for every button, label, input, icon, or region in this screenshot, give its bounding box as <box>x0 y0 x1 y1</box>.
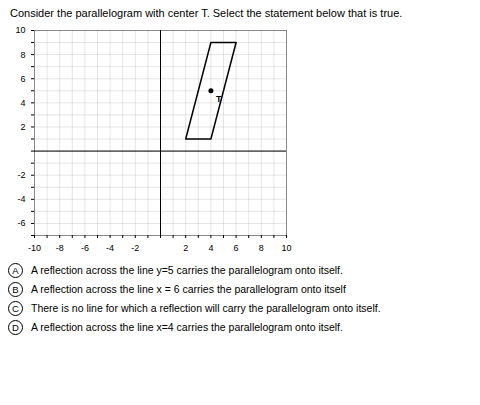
svg-text:-6: -6 <box>81 243 89 253</box>
html-text:D: D <box>12 321 19 333</box>
svg-text:2: 2 <box>20 122 25 132</box>
svg-text:10: 10 <box>281 243 291 253</box>
html-text:A reflection across the line x: A reflection across the line x = 6 carri… <box>31 283 346 296</box>
svg-text:10: 10 <box>15 26 25 36</box>
html-text:A: A <box>12 264 19 276</box>
svg-text:8: 8 <box>259 243 264 253</box>
svg-text:-4: -4 <box>106 243 114 253</box>
svg-text:4: 4 <box>208 243 213 253</box>
html-text:Consider the parallelogram wit: Consider the parallelogram with center T… <box>10 7 403 19</box>
svg-text:-2: -2 <box>131 243 139 253</box>
svg-text:6: 6 <box>20 74 25 84</box>
svg-text:-8: -8 <box>56 243 64 253</box>
html-text:A reflection across the line y: A reflection across the line y=5 carries… <box>31 264 343 277</box>
svg-text:6: 6 <box>234 243 239 253</box>
svg-text:8: 8 <box>20 50 25 60</box>
svg-text:-6: -6 <box>17 219 25 229</box>
svg-text:4: 4 <box>20 98 25 108</box>
html-text:C: C <box>12 302 19 314</box>
svg-text:T: T <box>216 94 222 104</box>
svg-text:-10: -10 <box>28 243 41 253</box>
html-text:B: B <box>12 283 19 295</box>
html-text:A reflection across the line x: A reflection across the line x=4 carries… <box>31 321 343 334</box>
svg-text:-4: -4 <box>17 195 25 205</box>
svg-text:2: 2 <box>183 243 188 253</box>
svg-text:-2: -2 <box>17 170 25 180</box>
html-text:There is no line for which a r: There is no line for which a reflection … <box>31 302 381 315</box>
